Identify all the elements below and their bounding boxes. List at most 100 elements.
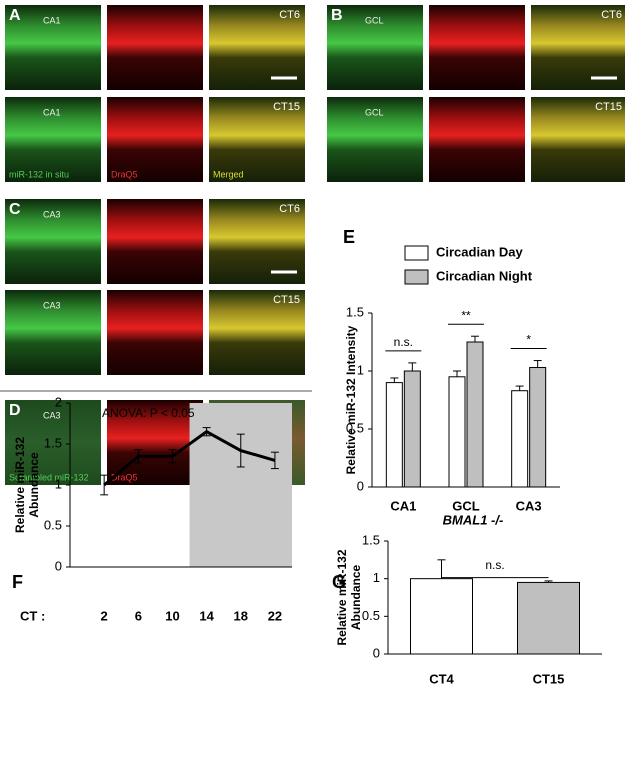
micrograph: [107, 97, 203, 182]
x-tick-label: 14: [199, 608, 214, 623]
error-bar: [544, 580, 553, 583]
time-label: CT6: [279, 9, 300, 21]
legend-label: Circadian Day: [436, 244, 523, 259]
error-bar: [533, 360, 542, 368]
panel-letter: A: [9, 7, 21, 24]
y-tick-label: 1.5: [362, 532, 380, 547]
micrograph: [209, 97, 305, 182]
micrograph: [429, 5, 525, 90]
panel-letter: E: [343, 227, 355, 247]
y-tick-label: 0.5: [44, 517, 62, 532]
content: A CA1 CT6 CA1 CT15 miR-132 in situ DraQ5 Merged…: [5, 5, 625, 686]
legend-swatch: [404, 245, 429, 261]
x-tick-label: GCL: [452, 498, 480, 513]
legend-label: Circadian Night: [436, 268, 533, 283]
region-label: CA1: [43, 15, 61, 25]
line: [103, 429, 276, 487]
y-axis-label: Abundance: [27, 452, 41, 518]
y-tick-label: 1: [55, 476, 62, 491]
x-tick-label: 10: [165, 608, 179, 623]
micrograph: [429, 97, 525, 182]
y-tick-label: 0: [357, 478, 364, 493]
y-tick-label: 0.5: [362, 608, 380, 623]
region-label: CA1: [43, 107, 61, 117]
bar: [410, 578, 473, 655]
bar: [517, 581, 580, 655]
region-label: CA3: [43, 209, 61, 219]
error-bar: [437, 559, 446, 579]
x-tick-label: 2: [101, 608, 108, 623]
panel-letter: B: [331, 7, 343, 24]
channel-label: Scrambled miR-132: [9, 472, 89, 482]
panel-letter: F: [12, 572, 23, 592]
x-tick-label: CT4: [429, 671, 454, 686]
micrograph: [209, 290, 305, 375]
bar: [403, 370, 421, 488]
bar: [385, 382, 403, 488]
time-label: CT6: [279, 203, 300, 215]
error-bar: [453, 370, 461, 377]
time-label: CT15: [273, 294, 300, 306]
x-tick-label: CA1: [390, 498, 416, 513]
micrograph: [107, 5, 203, 90]
micrograph: [5, 400, 101, 485]
y-axis-label: Relative miR-132: [13, 437, 27, 533]
micrograph: [5, 97, 101, 182]
micrograph: [5, 5, 101, 90]
significance-label: *: [526, 333, 531, 347]
bar: [466, 341, 484, 488]
region-label: GCL: [365, 107, 384, 117]
time-label: CT15: [595, 101, 622, 113]
significance-label: n.s.: [485, 558, 504, 572]
error-bar: [471, 335, 479, 342]
legend-swatch: [404, 269, 429, 285]
region-label: GCL: [365, 15, 384, 25]
micrograph: [327, 5, 423, 90]
chart-title: BMAL1 -/-: [443, 512, 504, 527]
y-tick-label: 0: [55, 558, 62, 573]
x-tick-label: 18: [234, 608, 248, 623]
y-axis-label: Abundance: [349, 565, 363, 631]
panel-letter: D: [9, 402, 21, 419]
error-bar: [408, 362, 417, 371]
error-bar: [515, 385, 524, 391]
y-tick-label: 1: [357, 362, 364, 377]
region-label: CA3: [43, 410, 61, 420]
x-tick-label: 22: [268, 608, 282, 623]
region-label: CA3: [43, 300, 61, 310]
bar: [448, 376, 466, 488]
error-bar: [390, 377, 399, 383]
significance-label: **: [461, 308, 471, 322]
y-axis-label: Relative miR-132 Intensity: [344, 325, 358, 474]
panel-letter: C: [9, 201, 21, 218]
micrograph: [209, 5, 305, 90]
time-label: CT6: [601, 9, 622, 21]
micrograph: [5, 290, 101, 375]
x-tick-label: CT15: [533, 671, 565, 686]
time-label: CT15: [273, 101, 300, 113]
panel-letter: G: [332, 572, 346, 592]
y-tick-label: 1.5: [346, 304, 364, 319]
y-tick-label: 0: [373, 645, 380, 660]
y-tick-label: 2: [55, 394, 62, 409]
micrograph: [107, 199, 203, 284]
micrograph: [531, 5, 625, 90]
x-tick-label: 6: [135, 608, 142, 623]
significance-label: n.s.: [394, 335, 413, 349]
x-tick-label: CA3: [516, 498, 542, 513]
channel-label: DraQ5: [111, 472, 138, 482]
y-axis-label: Relative miR-132: [335, 549, 349, 645]
bar: [529, 367, 547, 488]
y-tick-label: 1: [373, 570, 380, 585]
bar: [511, 390, 529, 488]
channel-label: DraQ5: [111, 169, 138, 179]
y-tick-label: 0.5: [346, 420, 364, 435]
channel-label: miR-132 in situ: [9, 169, 69, 179]
micrograph: [209, 199, 305, 284]
micrograph: [107, 290, 203, 375]
annotation: ANOVA: P < 0.05: [102, 406, 195, 420]
micrograph: [5, 199, 101, 284]
x-axis-label: CT :: [20, 608, 45, 623]
error-bar: [270, 451, 279, 470]
